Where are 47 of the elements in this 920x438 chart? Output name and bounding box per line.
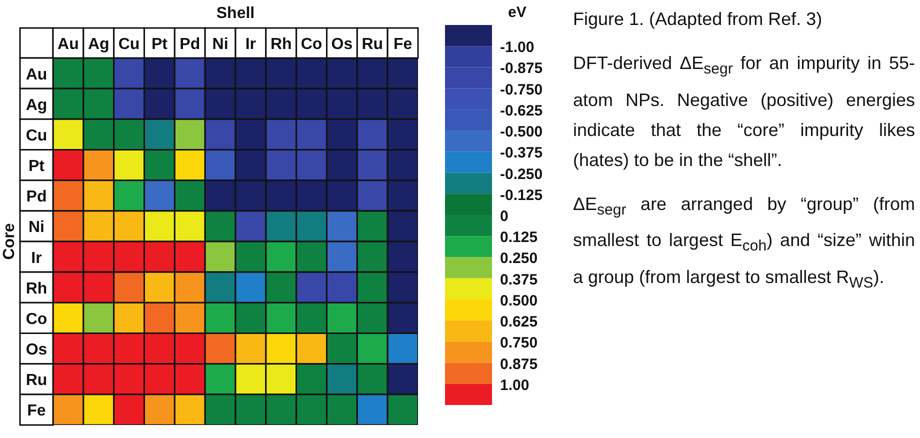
y-tick-label: Pd xyxy=(26,188,47,206)
y-tick-label: Rh xyxy=(26,280,48,298)
color-bar-label: 0.500 xyxy=(500,292,538,310)
color-bar-label: -1.00 xyxy=(500,39,534,56)
x-tick-label: Cu xyxy=(118,36,140,53)
caption: Figure 1. (Adapted from Ref. 3) xyxy=(573,8,824,31)
x-tick-label: Pt xyxy=(151,36,168,53)
color-bar-label: -0.625 xyxy=(500,102,543,120)
y-tick-label: Au xyxy=(26,66,48,84)
y-tick-label: Fe xyxy=(27,402,46,420)
x-tick-label: Co xyxy=(300,36,322,53)
color-bar-label: 0.875 xyxy=(500,356,538,373)
color-bar-label: -0.750 xyxy=(500,81,543,98)
color-bar-label: 0 xyxy=(500,208,508,225)
color-bar-label: -0.375 xyxy=(500,144,543,162)
y-tick-label: Pt xyxy=(28,158,46,176)
x-tick-label: Ag xyxy=(88,36,110,53)
text: DFT-derived ΔE$_{segr}$ for an impurity in 55-atom NPs. Negative (positive) energies indicate that the “core” impurity likes (hates) to be in the “shell”. xyxy=(573,52,915,172)
color-bar-label: -0.250 xyxy=(500,166,543,183)
color-bar-label: 0.375 xyxy=(500,271,538,288)
x-tick-label: Pd xyxy=(180,36,200,53)
color-bar-label: -0.875 xyxy=(500,60,543,78)
x-tick-label: Au xyxy=(58,36,79,53)
y-tick-label: Ag xyxy=(26,96,48,114)
x-tick-label: Ru xyxy=(362,36,384,53)
color-bar-label: -0.500 xyxy=(500,124,543,141)
x-tick-label: Os xyxy=(331,36,353,53)
x-tick-label: Ir xyxy=(245,36,256,53)
color-bar-label: 0.750 xyxy=(500,334,538,352)
x-axis-title: Shell xyxy=(216,5,255,22)
y-tick-label: Ni xyxy=(28,219,44,236)
y-tick-label: Ru xyxy=(26,372,48,390)
color-bar-label: 0.625 xyxy=(500,314,538,331)
x-tick-label: Ni xyxy=(212,36,228,53)
x-tick-label: Fe xyxy=(393,36,412,53)
color-bar-label: 1.00 xyxy=(500,376,530,394)
y-tick-label: Cu xyxy=(26,127,48,144)
y-tick-label: Os xyxy=(26,342,48,359)
color-bar-label: 0.250 xyxy=(500,250,538,268)
x-tick-label: Rh xyxy=(270,36,292,53)
color-bar-label: 0.125 xyxy=(500,229,538,246)
y-axis-title: Core xyxy=(1,223,18,260)
y-tick-label: Ir xyxy=(31,250,42,267)
color-bar-label: -0.125 xyxy=(500,186,543,204)
color-bar-title: eV xyxy=(508,4,526,21)
y-tick-label: Co xyxy=(26,310,48,328)
text: ΔE$_{segr}$ are arranged by “group” (from smallest to largest E$_{coh}$) and “size” within a group (from largest to smallest R$_{WS}$). xyxy=(573,194,916,292)
